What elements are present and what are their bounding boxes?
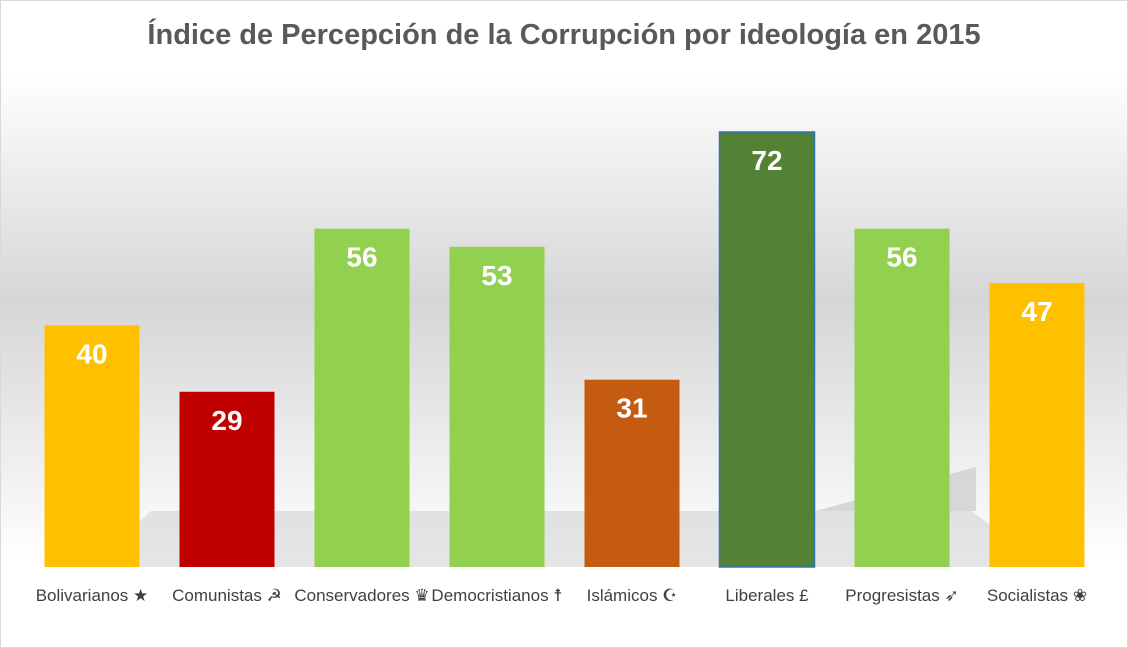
bar: [449, 246, 545, 567]
category-label: Bolivarianos ★: [35, 586, 149, 605]
data-label: 40: [76, 338, 107, 369]
data-label: 56: [346, 242, 377, 273]
bar: [179, 391, 275, 567]
data-label: 31: [616, 393, 647, 424]
bar: [989, 283, 1085, 567]
bar: [314, 228, 410, 567]
category-label: Conservadores ♛: [294, 586, 430, 605]
data-label: 29: [211, 405, 242, 436]
chart-title: Índice de Percepción de la Corrupción po…: [147, 19, 981, 51]
data-label: 47: [1021, 296, 1052, 327]
category-label: Liberales £: [725, 586, 809, 605]
category-label: Socialistas ❀: [986, 586, 1088, 605]
bar: [584, 379, 680, 567]
category-label: Democristianos ☨: [431, 586, 563, 605]
category-label: Comunistas ☭: [172, 586, 282, 605]
bar: [854, 228, 950, 567]
category-label: Islámicos ☪: [586, 586, 678, 605]
bar: [718, 131, 816, 568]
data-label: 53: [481, 260, 512, 291]
category-label: Progresistas ➶: [845, 586, 959, 605]
data-label: 72: [751, 145, 782, 176]
bar: [44, 325, 140, 567]
data-label: 56: [886, 242, 917, 273]
